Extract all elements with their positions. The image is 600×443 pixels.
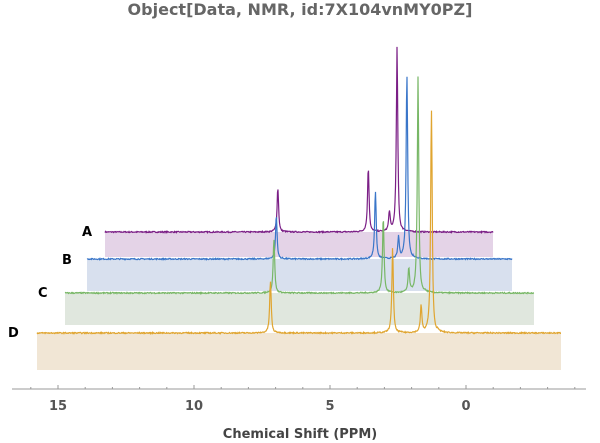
series-C-trace: [64, 76, 535, 295]
x-axis-title: Chemical Shift (PPM): [223, 427, 377, 442]
series-label-A: A: [82, 225, 92, 240]
series-label-C: C: [38, 286, 48, 301]
series-D-trace: [36, 110, 562, 336]
series-B-trace: [86, 76, 513, 262]
chart-title: Object[Data, NMR, id:7X104vnMY0PZ]: [127, 0, 473, 19]
series-C-fill: [65, 293, 534, 325]
series-A-trace: [104, 46, 494, 235]
series-label-B: B: [62, 253, 72, 268]
series-label-D: D: [8, 326, 19, 341]
x-tick-label: 10: [185, 399, 203, 414]
x-tick-label: 15: [49, 399, 67, 414]
series-B-fill: [87, 259, 512, 291]
series-A-fill: [105, 232, 493, 257]
x-tick-label: 0: [461, 399, 470, 414]
x-tick-label: 5: [325, 399, 334, 414]
series-D-fill: [37, 333, 561, 370]
